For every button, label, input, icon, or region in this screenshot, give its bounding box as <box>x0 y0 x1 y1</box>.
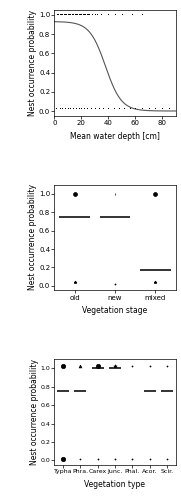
Point <box>131 362 134 370</box>
Point <box>62 454 64 462</box>
X-axis label: Vegetation stage: Vegetation stage <box>82 306 148 315</box>
Point <box>79 454 82 462</box>
Point <box>154 278 157 286</box>
Point <box>165 454 168 462</box>
Point <box>96 362 99 370</box>
Point <box>73 190 76 198</box>
X-axis label: Vegetation type: Vegetation type <box>84 480 146 488</box>
Y-axis label: Nest occurrence probability: Nest occurrence probability <box>28 184 37 290</box>
Point <box>131 454 134 462</box>
Y-axis label: Nest occurrence probability: Nest occurrence probability <box>30 359 39 465</box>
Point <box>113 280 116 288</box>
Point <box>154 190 157 198</box>
Point <box>79 362 82 370</box>
Point <box>73 278 76 286</box>
Point <box>148 454 151 462</box>
Y-axis label: Nest occurrence probability: Nest occurrence probability <box>28 10 37 116</box>
Point <box>165 362 168 370</box>
Point <box>96 454 99 462</box>
Point <box>113 362 116 370</box>
X-axis label: Mean water depth [cm]: Mean water depth [cm] <box>70 132 160 140</box>
Point <box>113 454 116 462</box>
Point <box>113 190 116 198</box>
Point <box>62 362 64 370</box>
Point <box>148 362 151 370</box>
